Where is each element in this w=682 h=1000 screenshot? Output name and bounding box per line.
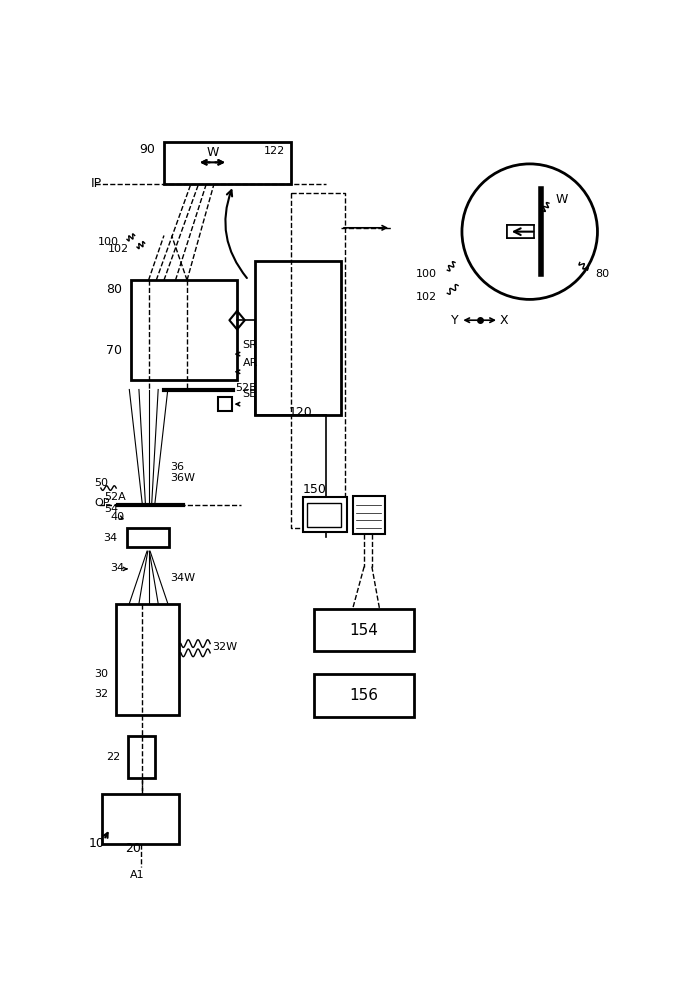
Text: IP: IP	[91, 177, 102, 190]
Text: 120: 120	[289, 406, 313, 419]
Text: 122: 122	[264, 146, 285, 156]
Bar	[255, 261, 341, 415]
Bar	[314, 609, 414, 651]
Text: 52B: 52B	[235, 383, 256, 393]
Bar	[131, 280, 237, 380]
Bar	[353, 496, 385, 534]
Bar	[128, 736, 155, 778]
Text: 20: 20	[125, 842, 141, 855]
Text: 36W: 36W	[170, 473, 195, 483]
Bar	[102, 794, 179, 844]
Text: 102: 102	[416, 292, 437, 302]
Text: 154: 154	[350, 623, 379, 638]
Text: X: X	[500, 314, 509, 327]
Text: AR: AR	[243, 358, 258, 368]
Text: 50: 50	[94, 478, 108, 488]
Text: W: W	[206, 146, 219, 159]
Bar	[218, 347, 232, 361]
Text: 100: 100	[98, 237, 119, 247]
Text: 36: 36	[170, 462, 184, 472]
Text: 22: 22	[106, 752, 121, 762]
Text: W: W	[555, 193, 567, 206]
Text: 34W: 34W	[170, 573, 195, 583]
Bar	[116, 604, 179, 715]
Text: OP: OP	[95, 498, 110, 508]
Text: 30: 30	[95, 669, 108, 679]
Text: 34: 34	[104, 533, 118, 543]
Text: 102: 102	[108, 244, 130, 254]
Bar	[314, 674, 414, 717]
Text: 32: 32	[94, 689, 108, 699]
Text: Y: Y	[451, 314, 459, 327]
Bar	[127, 528, 169, 547]
Bar	[218, 365, 232, 379]
Bar	[507, 225, 533, 238]
Text: 150: 150	[303, 483, 327, 496]
Text: 32W: 32W	[211, 642, 237, 652]
Text: 40: 40	[110, 512, 124, 522]
Bar	[303, 497, 347, 532]
Text: 156: 156	[350, 688, 379, 703]
Text: 70: 70	[106, 344, 122, 358]
Text: 34: 34	[110, 563, 124, 573]
Text: SR: SR	[243, 340, 257, 350]
Text: 90: 90	[139, 143, 155, 156]
Text: 80: 80	[106, 283, 122, 296]
Bar	[307, 503, 341, 527]
Text: A1: A1	[130, 870, 145, 880]
Text: SE: SE	[243, 389, 256, 399]
Text: 54: 54	[104, 504, 118, 514]
Bar	[164, 142, 291, 184]
Text: 100: 100	[416, 269, 437, 279]
Text: 80: 80	[595, 269, 609, 279]
Text: 10: 10	[89, 837, 105, 850]
Bar	[218, 397, 232, 411]
Text: 52A: 52A	[104, 492, 125, 502]
